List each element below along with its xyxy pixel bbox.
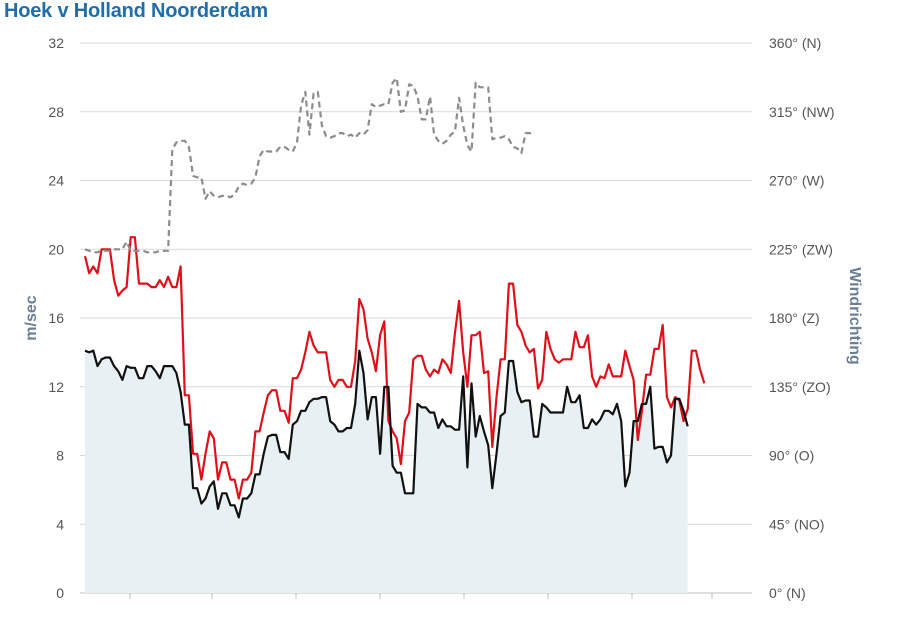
y2-tick-label: 180° (Z): [769, 310, 820, 326]
y2-axis-title: Windrichting: [846, 267, 863, 365]
y2-tick-label: 360° (N): [769, 35, 821, 51]
y-tick-label: 0: [56, 585, 64, 601]
y2-tick-label: 225° (ZW): [769, 241, 833, 257]
y2-tick-label: 45° (NO): [769, 516, 824, 532]
area-fill: [85, 350, 688, 593]
y2-tick-label: 315° (NW): [769, 104, 835, 120]
y2-tick-label: 135° (ZO): [769, 379, 831, 395]
y2-tick-label: 0° (N): [769, 585, 806, 601]
y-tick-label: 32: [48, 35, 64, 51]
y2-tick-label: 270° (W): [769, 173, 824, 189]
series-line-1: [83, 236, 706, 500]
chart-title: Hoek v Holland Noorderdam: [4, 0, 268, 22]
y-tick-label: 4: [56, 516, 64, 532]
y-tick-label: 24: [48, 173, 64, 189]
y2-tick-label: 90° (O): [769, 448, 814, 464]
area-under-series: [85, 350, 688, 593]
y-ticks: 0 4 8 12 16 20 24 28 32: [48, 35, 64, 601]
series-line-2: [84, 349, 689, 519]
y-tick-label: 28: [48, 104, 64, 120]
y-tick-label: 16: [48, 310, 64, 326]
y-tick-label: 20: [48, 241, 64, 257]
y-tick-label: 12: [48, 379, 64, 395]
y-tick-label: 8: [56, 448, 64, 464]
x-ticks: [129, 593, 713, 599]
y2-ticks: 0° (N) 45° (NO) 90° (O) 135° (ZO) 180° (Z) 22…: [769, 35, 835, 601]
y-axis-title: m/sec: [23, 295, 40, 340]
series-lines: [83, 77, 706, 519]
series-line-3: [84, 77, 535, 254]
